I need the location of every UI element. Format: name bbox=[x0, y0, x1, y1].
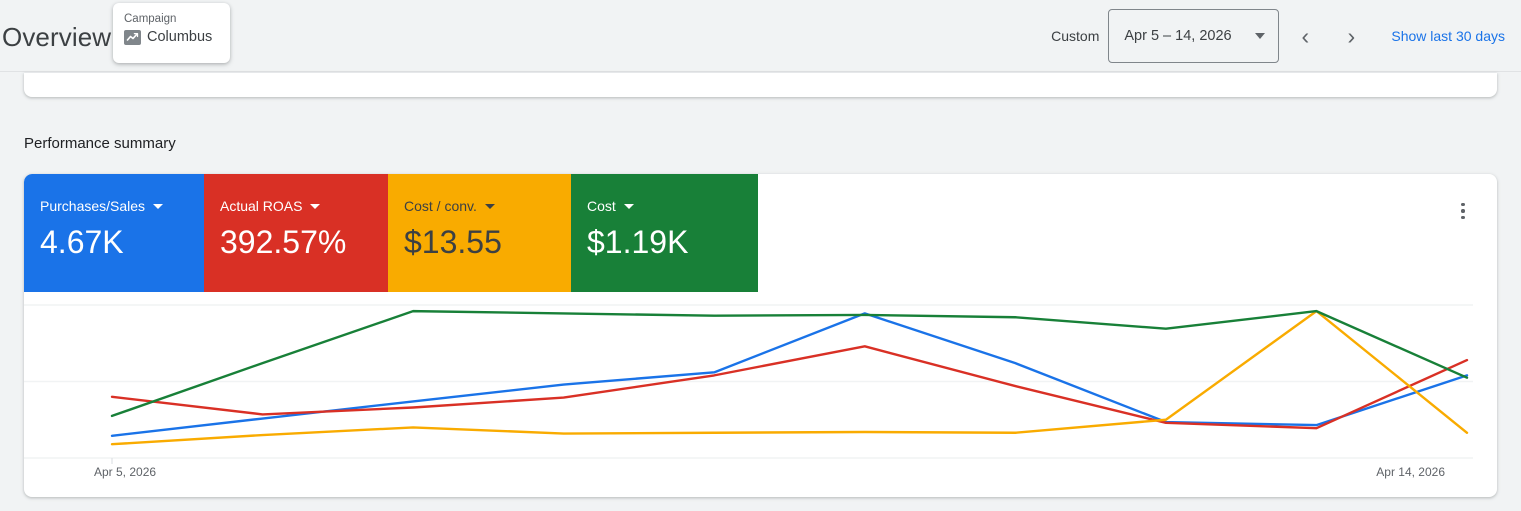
previous-period-button[interactable]: ‹ bbox=[1285, 16, 1325, 56]
metric-tile-label-2: Cost / conv. bbox=[404, 198, 477, 214]
metric-tiles: Purchases/Sales 4.67K Actual ROAS 392.57% Co… bbox=[24, 174, 758, 292]
date-preset-label: Custom bbox=[1051, 28, 1100, 44]
section-title: Performance summary bbox=[24, 135, 176, 152]
scope-type-label: Campaign bbox=[124, 13, 177, 25]
more-vert-icon[interactable] bbox=[1451, 199, 1475, 223]
metric-tile-header-1[interactable]: Actual ROAS bbox=[220, 198, 388, 214]
chart-canvas bbox=[24, 304, 1473, 464]
metric-tile-1[interactable]: Actual ROAS 392.57% bbox=[204, 174, 388, 292]
next-period-button[interactable]: › bbox=[1331, 16, 1371, 56]
metric-tile-header-0[interactable]: Purchases/Sales bbox=[40, 198, 204, 214]
metric-tile-3[interactable]: Cost $1.19K bbox=[571, 174, 758, 292]
chevron-down-icon bbox=[310, 203, 321, 209]
metric-tile-value-1: 392.57% bbox=[220, 224, 347, 260]
metric-tile-header-2[interactable]: Cost / conv. bbox=[404, 198, 571, 214]
metric-tile-value-0: 4.67K bbox=[40, 224, 124, 260]
metric-tile-value-3: $1.19K bbox=[587, 224, 689, 260]
date-range-select[interactable]: Apr 5 – 14, 2026 bbox=[1108, 9, 1280, 63]
chevron-down-icon bbox=[1255, 33, 1266, 39]
metric-tile-2[interactable]: Cost / conv. $13.55 bbox=[388, 174, 571, 292]
previous-section-card bbox=[24, 73, 1497, 97]
x-axis-start-label: Apr 5, 2026 bbox=[94, 465, 157, 479]
performance-chart[interactable]: Apr 5, 2026 Apr 14, 2026 bbox=[24, 292, 1497, 497]
chart-series-0 bbox=[110, 312, 1469, 438]
chart-series-2 bbox=[110, 309, 1469, 446]
top-bar: Overview Campaign Columbus Custom Apr 5 … bbox=[0, 0, 1521, 72]
chevron-down-icon bbox=[153, 203, 164, 209]
campaign-chart-icon bbox=[124, 29, 141, 45]
date-range-value: Apr 5 – 14, 2026 bbox=[1124, 28, 1232, 44]
metric-tile-0[interactable]: Purchases/Sales 4.67K bbox=[24, 174, 204, 292]
performance-summary-card: Purchases/Sales 4.67K Actual ROAS 392.57% Co… bbox=[24, 174, 1497, 497]
metric-tile-label-0: Purchases/Sales bbox=[40, 198, 146, 214]
x-axis-end-label: Apr 14, 2026 bbox=[1376, 465, 1445, 479]
page-title: Overview bbox=[2, 22, 112, 52]
chart-series-1 bbox=[110, 345, 1469, 430]
metric-tile-label-1: Actual ROAS bbox=[220, 198, 303, 214]
chevron-down-icon bbox=[623, 203, 634, 209]
metric-tile-label-3: Cost bbox=[587, 198, 616, 214]
scope-value-label: Columbus bbox=[147, 29, 213, 45]
chevron-left-icon: ‹ bbox=[1301, 22, 1310, 49]
chevron-down-icon bbox=[484, 203, 495, 209]
show-last-30-days-link[interactable]: Show last 30 days bbox=[1391, 28, 1505, 44]
chevron-right-icon: › bbox=[1347, 22, 1356, 49]
metric-tile-header-3[interactable]: Cost bbox=[587, 198, 758, 214]
date-controls: Custom Apr 5 – 14, 2026 ‹ › Show last 30… bbox=[1051, 0, 1521, 72]
metric-tile-value-2: $13.55 bbox=[404, 224, 502, 260]
campaign-scope-chip[interactable]: Campaign Columbus bbox=[113, 3, 230, 63]
chart-series-3 bbox=[110, 309, 1469, 418]
